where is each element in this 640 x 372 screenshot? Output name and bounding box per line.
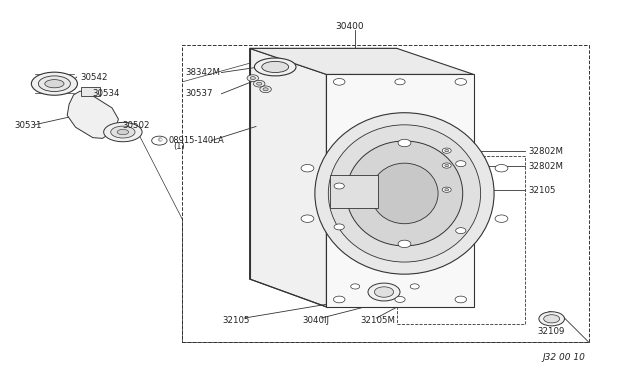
Polygon shape <box>250 48 474 74</box>
Polygon shape <box>67 91 118 138</box>
Ellipse shape <box>111 126 135 138</box>
Bar <box>330 175 378 208</box>
Text: 32105: 32105 <box>223 316 250 325</box>
Circle shape <box>445 189 449 191</box>
Circle shape <box>334 183 344 189</box>
Bar <box>182 45 589 342</box>
Circle shape <box>398 139 411 147</box>
Ellipse shape <box>346 141 463 246</box>
Circle shape <box>398 240 411 248</box>
Circle shape <box>410 284 419 289</box>
Circle shape <box>333 78 345 85</box>
Circle shape <box>455 296 467 303</box>
Circle shape <box>442 148 451 153</box>
Ellipse shape <box>254 58 296 76</box>
Text: 08915-140LA: 08915-140LA <box>168 136 224 145</box>
Text: 32109: 32109 <box>538 327 565 336</box>
Text: 30502: 30502 <box>123 121 150 130</box>
Bar <box>81 87 100 96</box>
Circle shape <box>247 75 259 81</box>
Circle shape <box>445 150 449 152</box>
Circle shape <box>495 215 508 222</box>
Ellipse shape <box>104 122 142 142</box>
Text: 32105: 32105 <box>528 186 556 195</box>
Circle shape <box>351 284 360 289</box>
Circle shape <box>301 164 314 172</box>
Ellipse shape <box>543 315 559 323</box>
Circle shape <box>301 215 314 222</box>
Text: 38342M: 38342M <box>186 68 221 77</box>
Text: 32105M: 32105M <box>360 316 396 325</box>
Text: 30542: 30542 <box>80 73 108 81</box>
Ellipse shape <box>31 72 77 95</box>
Circle shape <box>260 86 271 93</box>
Ellipse shape <box>117 129 129 135</box>
Text: 30531: 30531 <box>14 121 42 130</box>
Circle shape <box>333 296 345 303</box>
Ellipse shape <box>371 163 438 224</box>
Text: ©: © <box>156 138 163 143</box>
Ellipse shape <box>45 80 64 88</box>
Circle shape <box>263 88 268 91</box>
Ellipse shape <box>315 113 494 274</box>
Text: (1): (1) <box>173 142 184 151</box>
Circle shape <box>442 163 451 168</box>
Circle shape <box>456 228 466 234</box>
Ellipse shape <box>539 312 564 326</box>
Circle shape <box>445 164 449 167</box>
Text: 30534: 30534 <box>93 89 120 98</box>
Text: 32802M: 32802M <box>528 147 563 156</box>
Circle shape <box>395 296 405 302</box>
Circle shape <box>455 78 467 85</box>
Text: 32802M: 32802M <box>528 162 563 171</box>
Polygon shape <box>326 74 474 307</box>
Polygon shape <box>250 48 326 307</box>
Text: J32 00 10: J32 00 10 <box>543 353 586 362</box>
Ellipse shape <box>374 287 394 297</box>
Ellipse shape <box>368 283 400 301</box>
Circle shape <box>395 79 405 85</box>
Circle shape <box>456 161 466 167</box>
Circle shape <box>253 80 265 87</box>
Circle shape <box>442 187 451 192</box>
Circle shape <box>250 77 255 80</box>
Circle shape <box>495 164 508 172</box>
Ellipse shape <box>262 61 289 73</box>
Circle shape <box>257 82 262 85</box>
Text: 30400: 30400 <box>335 22 364 31</box>
Ellipse shape <box>38 76 70 92</box>
Text: 3040IJ: 3040IJ <box>302 316 329 325</box>
Circle shape <box>334 224 344 230</box>
Ellipse shape <box>328 125 481 262</box>
Bar <box>397 156 525 324</box>
Text: 30537: 30537 <box>186 89 213 98</box>
